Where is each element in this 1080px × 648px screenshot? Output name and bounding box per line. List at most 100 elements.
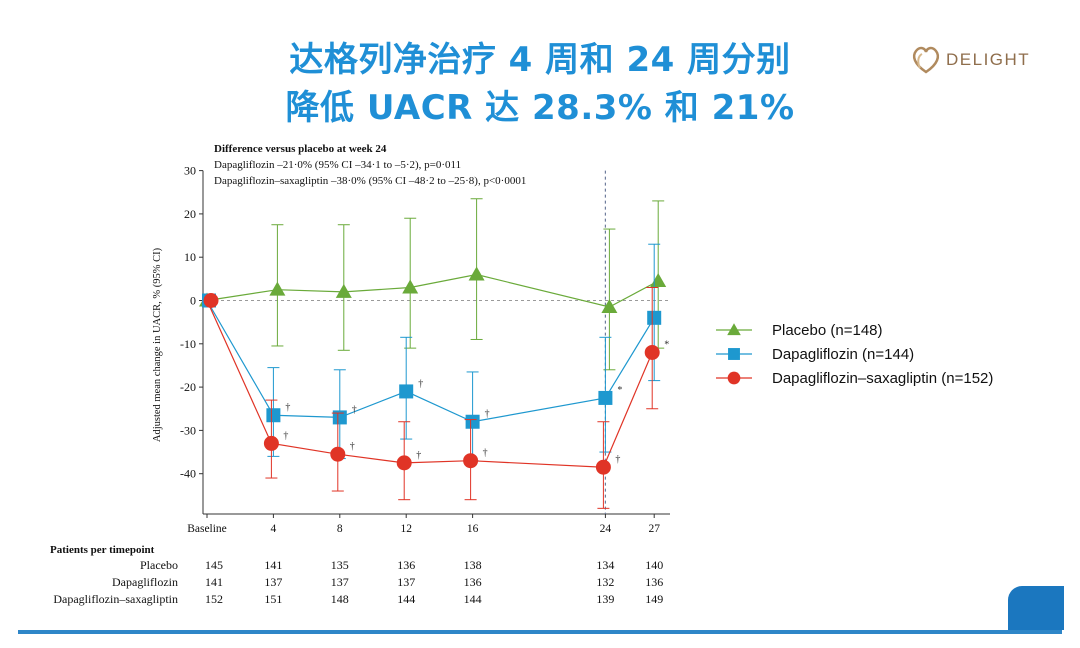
table-cell: 136 [645, 575, 663, 589]
footer-line [18, 630, 1062, 634]
significance-mark: † [485, 409, 490, 420]
circle-marker [330, 446, 346, 462]
y-tick-label: -10 [180, 337, 196, 351]
table-cell: 139 [596, 592, 614, 606]
x-tick-label: 16 [467, 523, 479, 535]
table-cell: 152 [205, 592, 223, 606]
y-tick-label: 10 [184, 250, 196, 264]
square-marker [728, 348, 740, 360]
table-cell: 134 [596, 558, 614, 572]
square-marker [332, 410, 347, 425]
legend-item-0: Placebo (n=148) [716, 322, 883, 339]
table-cell: 136 [464, 575, 482, 589]
triangle-marker [468, 266, 485, 281]
circle-marker [727, 371, 741, 385]
table-cell: 141 [264, 558, 282, 572]
logo-emblem-icon [912, 46, 940, 74]
table-cell: 136 [397, 558, 415, 572]
table-cell: 135 [331, 558, 349, 572]
triangle-marker [601, 298, 618, 313]
triangle-marker [727, 323, 741, 336]
triangle-marker [335, 283, 352, 298]
significance-mark: † [352, 404, 357, 415]
title-line-2: 降低 UACR 达 28.3% 和 21% [285, 88, 795, 128]
annotation-heading: Difference versus placebo at week 24 [214, 143, 387, 155]
circle-marker [263, 435, 279, 451]
x-tick-label: 24 [600, 523, 612, 535]
significance-mark: * [664, 339, 669, 350]
x-tick-label: 8 [337, 523, 343, 535]
y-tick-label: 30 [184, 164, 196, 178]
circle-marker [595, 459, 611, 475]
legend-label: Placebo (n=148) [772, 322, 883, 339]
table-cell: 137 [264, 575, 282, 589]
significance-mark: † [285, 402, 290, 413]
x-tick-label: 4 [271, 523, 277, 535]
series-line [206, 300, 655, 423]
table-cell: 132 [596, 575, 614, 589]
corner-decoration [1008, 586, 1064, 630]
series-1: † † † † * [202, 243, 662, 462]
circle-marker [396, 455, 412, 471]
legend: Placebo (n=148) Dapagliflozin (n=144) Dapa… [716, 322, 993, 387]
y-tick-label: 0 [190, 294, 196, 308]
square-marker [399, 384, 414, 399]
square-marker [266, 408, 281, 423]
circle-marker [203, 293, 219, 308]
square-marker [598, 390, 613, 405]
table-row-label: Placebo [140, 558, 178, 572]
slide-title: 达格列净治疗 4 周和 24 周分别 降低 UACR 达 28.3% 和 21% [180, 36, 900, 132]
patients-table: Patients per timepoint Placebo 145 141 135 13… [50, 544, 663, 606]
triangle-marker [269, 281, 286, 296]
circle-marker [463, 453, 479, 469]
significance-mark: * [617, 385, 622, 396]
y-tick-label: 20 [184, 207, 196, 221]
legend-label: Dapagliflozin (n=144) [772, 346, 914, 363]
significance-mark: † [283, 430, 288, 441]
triangle-marker [402, 279, 419, 294]
uacr-chart: Difference versus placebo at week 24 Dap… [50, 143, 993, 606]
y-tick-label: -20 [180, 380, 196, 394]
series-layer: † † † † * † † † † † * [199, 198, 669, 509]
annotation-line-1: Dapagliflozin –21·0% (95% CI –34·1 to –5… [214, 159, 461, 171]
table-cell: 148 [331, 592, 349, 606]
square-marker [647, 310, 662, 325]
table-cell: 149 [645, 592, 663, 606]
table-cell: 151 [264, 592, 282, 606]
delight-logo: DELIGHT [908, 42, 1058, 78]
table-cell: 141 [205, 575, 223, 589]
x-tick-label: 12 [400, 523, 412, 535]
legend-item-2: Dapagliflozin–saxagliptin (n=152) [716, 370, 993, 387]
y-tick-label: -40 [180, 467, 196, 481]
legend-label: Dapagliflozin–saxagliptin (n=152) [772, 370, 993, 387]
title-line-1: 达格列净治疗 4 周和 24 周分别 [289, 40, 791, 80]
table-row-label: Dapagliflozin–saxagliptin [53, 592, 178, 606]
significance-mark: † [483, 448, 488, 459]
x-tick-label: Baseline [187, 523, 227, 535]
legend-item-1: Dapagliflozin (n=144) [716, 346, 914, 363]
table-cell: 138 [464, 558, 482, 572]
table-cell: 144 [464, 592, 482, 606]
table-cell: 137 [397, 575, 415, 589]
significance-mark: † [615, 454, 620, 465]
y-tick-label: -30 [180, 423, 196, 437]
logo-text: DELIGHT [946, 50, 1031, 69]
table-row-label: Dapagliflozin [112, 575, 178, 589]
table-cell: 137 [331, 575, 349, 589]
circle-marker [644, 344, 660, 360]
significance-mark: † [418, 378, 423, 389]
significance-mark: † [416, 450, 421, 461]
y-axis-label: Adjusted mean change in UACR, % (95% CI) [152, 247, 163, 442]
axes: 30 20 10 0 -10 -20 -30 -40 Baseline 4 8 12 16 24 27 [180, 164, 670, 535]
x-tick-label: 27 [648, 523, 660, 535]
series-2: † † † † † * [203, 287, 669, 509]
series-0 [199, 198, 667, 371]
table-cell: 145 [205, 558, 223, 572]
triangle-marker [650, 273, 667, 288]
significance-mark: † [350, 441, 355, 452]
table-cell: 140 [645, 558, 663, 572]
table-cell: 144 [397, 592, 415, 606]
square-marker [465, 414, 480, 429]
annotation-line-2: Dapagliflozin–saxagliptin –38·0% (95% CI… [214, 175, 526, 187]
table-header: Patients per timepoint [50, 544, 155, 556]
